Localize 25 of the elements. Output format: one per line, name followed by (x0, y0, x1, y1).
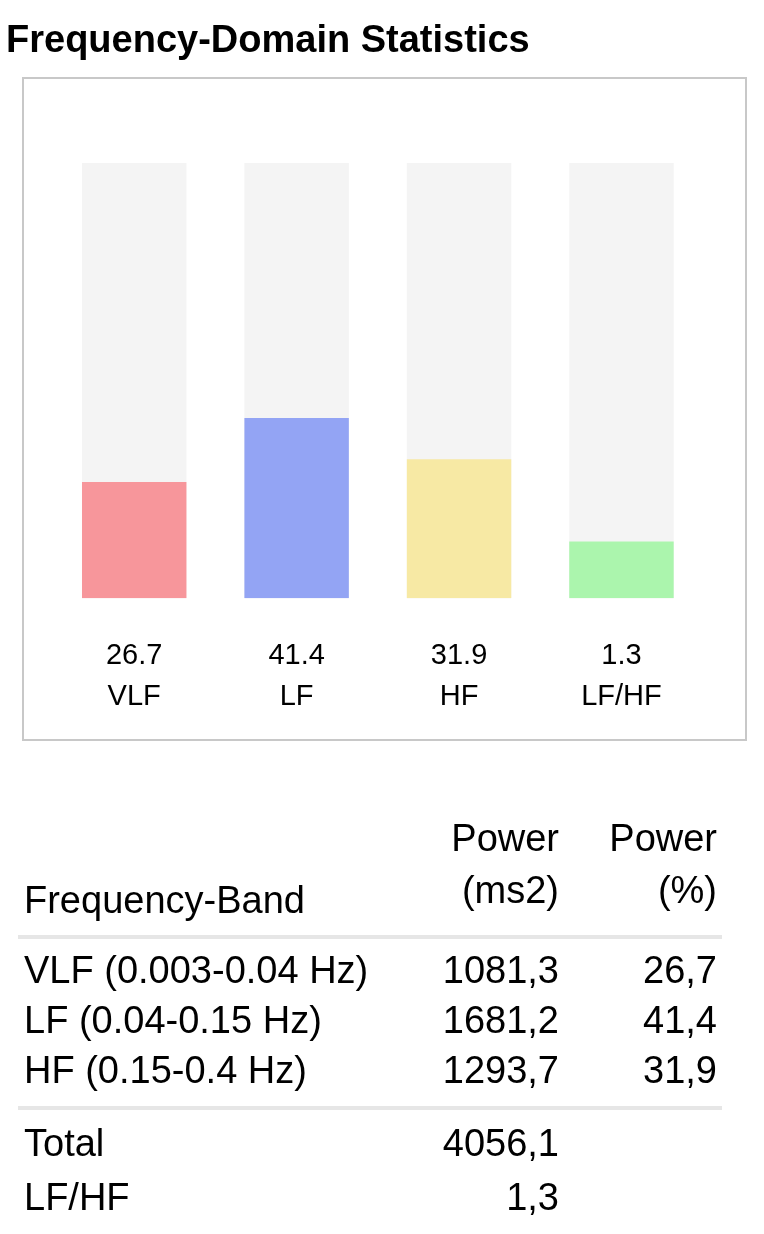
text: Frequency-Band (23, 878, 306, 923)
category-label: LF (0.04-0.15 Hz) (23, 998, 323, 1043)
x-tick-label: HF (439, 678, 479, 711)
data-label: 1,3 (505, 1175, 560, 1220)
data-label: 31.9 (430, 638, 488, 671)
x-tick-label: LF/HF (581, 678, 662, 711)
category-label: LF/HF (23, 1175, 131, 1220)
text: Power (ms2) (450, 816, 560, 913)
data-label: 41,4 (642, 998, 718, 1043)
data-label: 1081,3 (441, 948, 560, 993)
x-tick-label: VLF (107, 678, 161, 711)
data-label: 1293,7 (441, 1048, 560, 1093)
x-tick-label: LF (279, 678, 314, 711)
category-label: Total (23, 1121, 106, 1166)
data-label: 41.4 (268, 638, 325, 671)
data-label: 31,9 (642, 1048, 718, 1093)
data-label: 1.3 (601, 638, 642, 671)
category-label: VLF (0.003-0.04 Hz) (23, 948, 370, 993)
data-label: 4056,1 (441, 1121, 560, 1166)
category-label: HF (0.15-0.4 Hz) (23, 1048, 308, 1093)
chart-title: Frequency-Domain Statistics (6, 17, 530, 62)
data-label: 26,7 (642, 948, 718, 993)
text: Power (%) (608, 816, 718, 913)
data-label: 1681,2 (441, 998, 560, 1043)
data-label: 26.7 (105, 638, 163, 671)
